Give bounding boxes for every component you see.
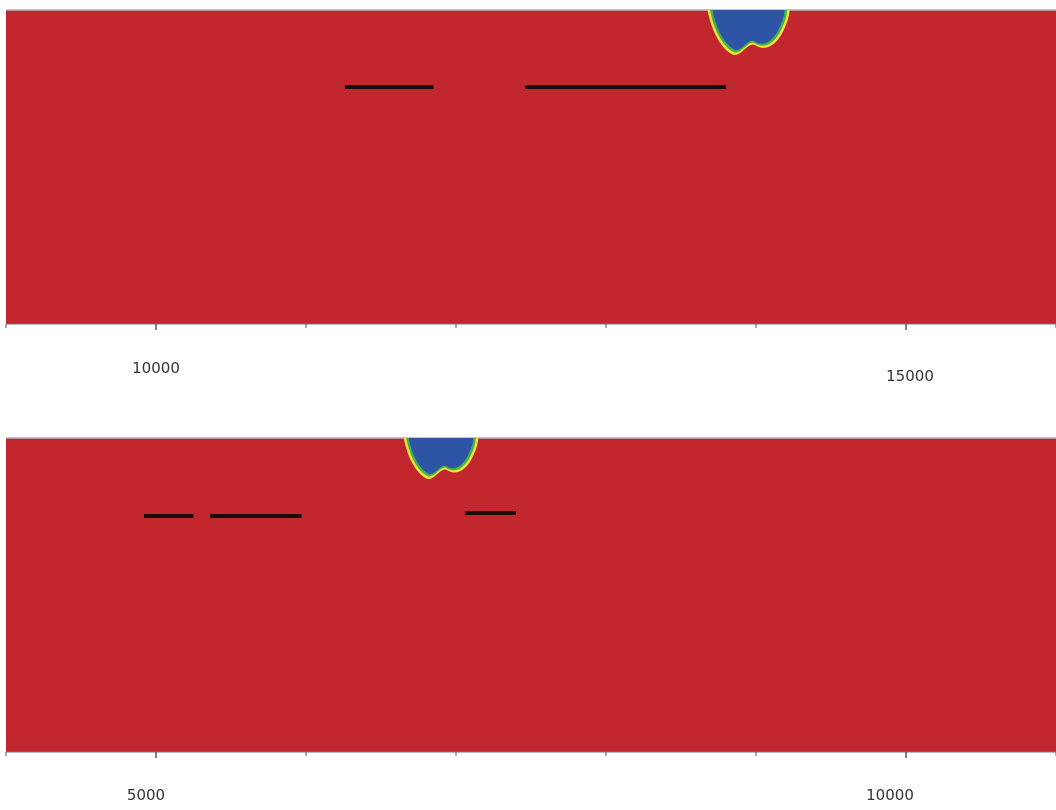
field-background <box>6 10 1056 324</box>
field-background <box>6 438 1056 752</box>
x-tick-label: 5000 <box>127 786 165 804</box>
top-panel: 10000 15000 <box>5 9 1056 385</box>
plume-core <box>712 10 785 51</box>
x-tick-label: 15000 <box>886 367 934 385</box>
plume-core <box>408 438 474 475</box>
x-tick-label: 10000 <box>866 786 914 804</box>
bottom-panel: 5000 10000 <box>5 437 1056 804</box>
x-tick-label: 10000 <box>132 359 180 377</box>
